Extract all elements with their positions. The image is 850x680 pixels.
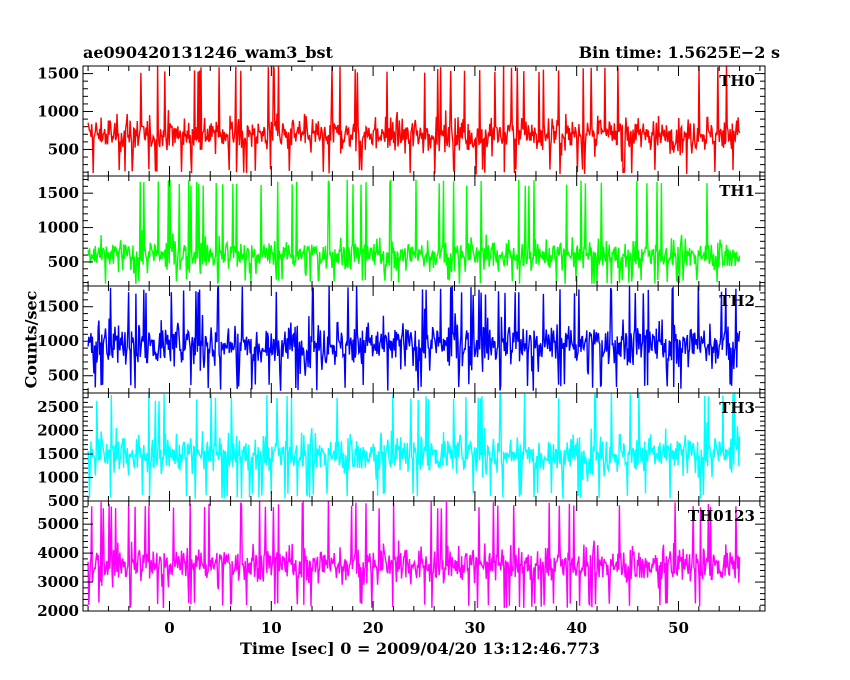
y-tick-label: 1000	[37, 332, 79, 350]
x-tick-label: 30	[464, 619, 485, 637]
series-th1	[87, 179, 741, 284]
y-tick-label: 3000	[37, 573, 79, 591]
series-th3	[87, 393, 741, 499]
y-tick-label: 500	[48, 492, 79, 510]
y-tick-label: 2500	[37, 398, 79, 416]
chart-title: ae090420131246_wam3_bst	[83, 43, 333, 62]
bin-time-label: Bin time: 1.5625E−2 s	[578, 43, 780, 62]
x-tick-label: 50	[668, 619, 689, 637]
x-tick-label: 0	[164, 619, 174, 637]
y-tick-label: 500	[48, 253, 79, 271]
panel-frame-th0123	[82, 500, 766, 612]
y-axis-label: Counts/sec	[21, 290, 41, 389]
y-tick-label: 1500	[37, 65, 79, 83]
y-tick-label: 500	[48, 367, 79, 385]
y-tick-label: 2000	[37, 602, 79, 620]
y-tick-label: 5000	[37, 515, 79, 533]
x-axis-label: Time [sec] 0 = 2009/04/20 13:12:46.773	[240, 639, 600, 658]
x-tick-label: 10	[261, 619, 282, 637]
y-tick-label: 1500	[37, 184, 79, 202]
series-th0123	[87, 501, 741, 609]
x-tick-label: 40	[566, 619, 587, 637]
panel-frame-th1	[82, 175, 766, 287]
panel-label-th3: TH3	[719, 399, 755, 417]
y-tick-label: 1500	[37, 445, 79, 463]
series-th0	[87, 66, 741, 175]
y-tick-label: 1000	[37, 219, 79, 237]
panel-label-th1: TH1	[719, 182, 755, 200]
y-tick-label: 2000	[37, 422, 79, 440]
y-tick-label: 1000	[37, 103, 79, 121]
series-th2	[87, 286, 741, 391]
panel-label-th0: TH0	[719, 72, 755, 90]
y-tick-label: 1000	[37, 469, 79, 487]
panel-label-th2: TH2	[719, 292, 755, 310]
y-tick-label: 1500	[37, 298, 79, 316]
x-tick-label: 20	[363, 619, 384, 637]
panel-label-th0123: TH0123	[688, 507, 755, 525]
y-tick-label: 500	[48, 140, 79, 158]
y-tick-label: 4000	[37, 544, 79, 562]
